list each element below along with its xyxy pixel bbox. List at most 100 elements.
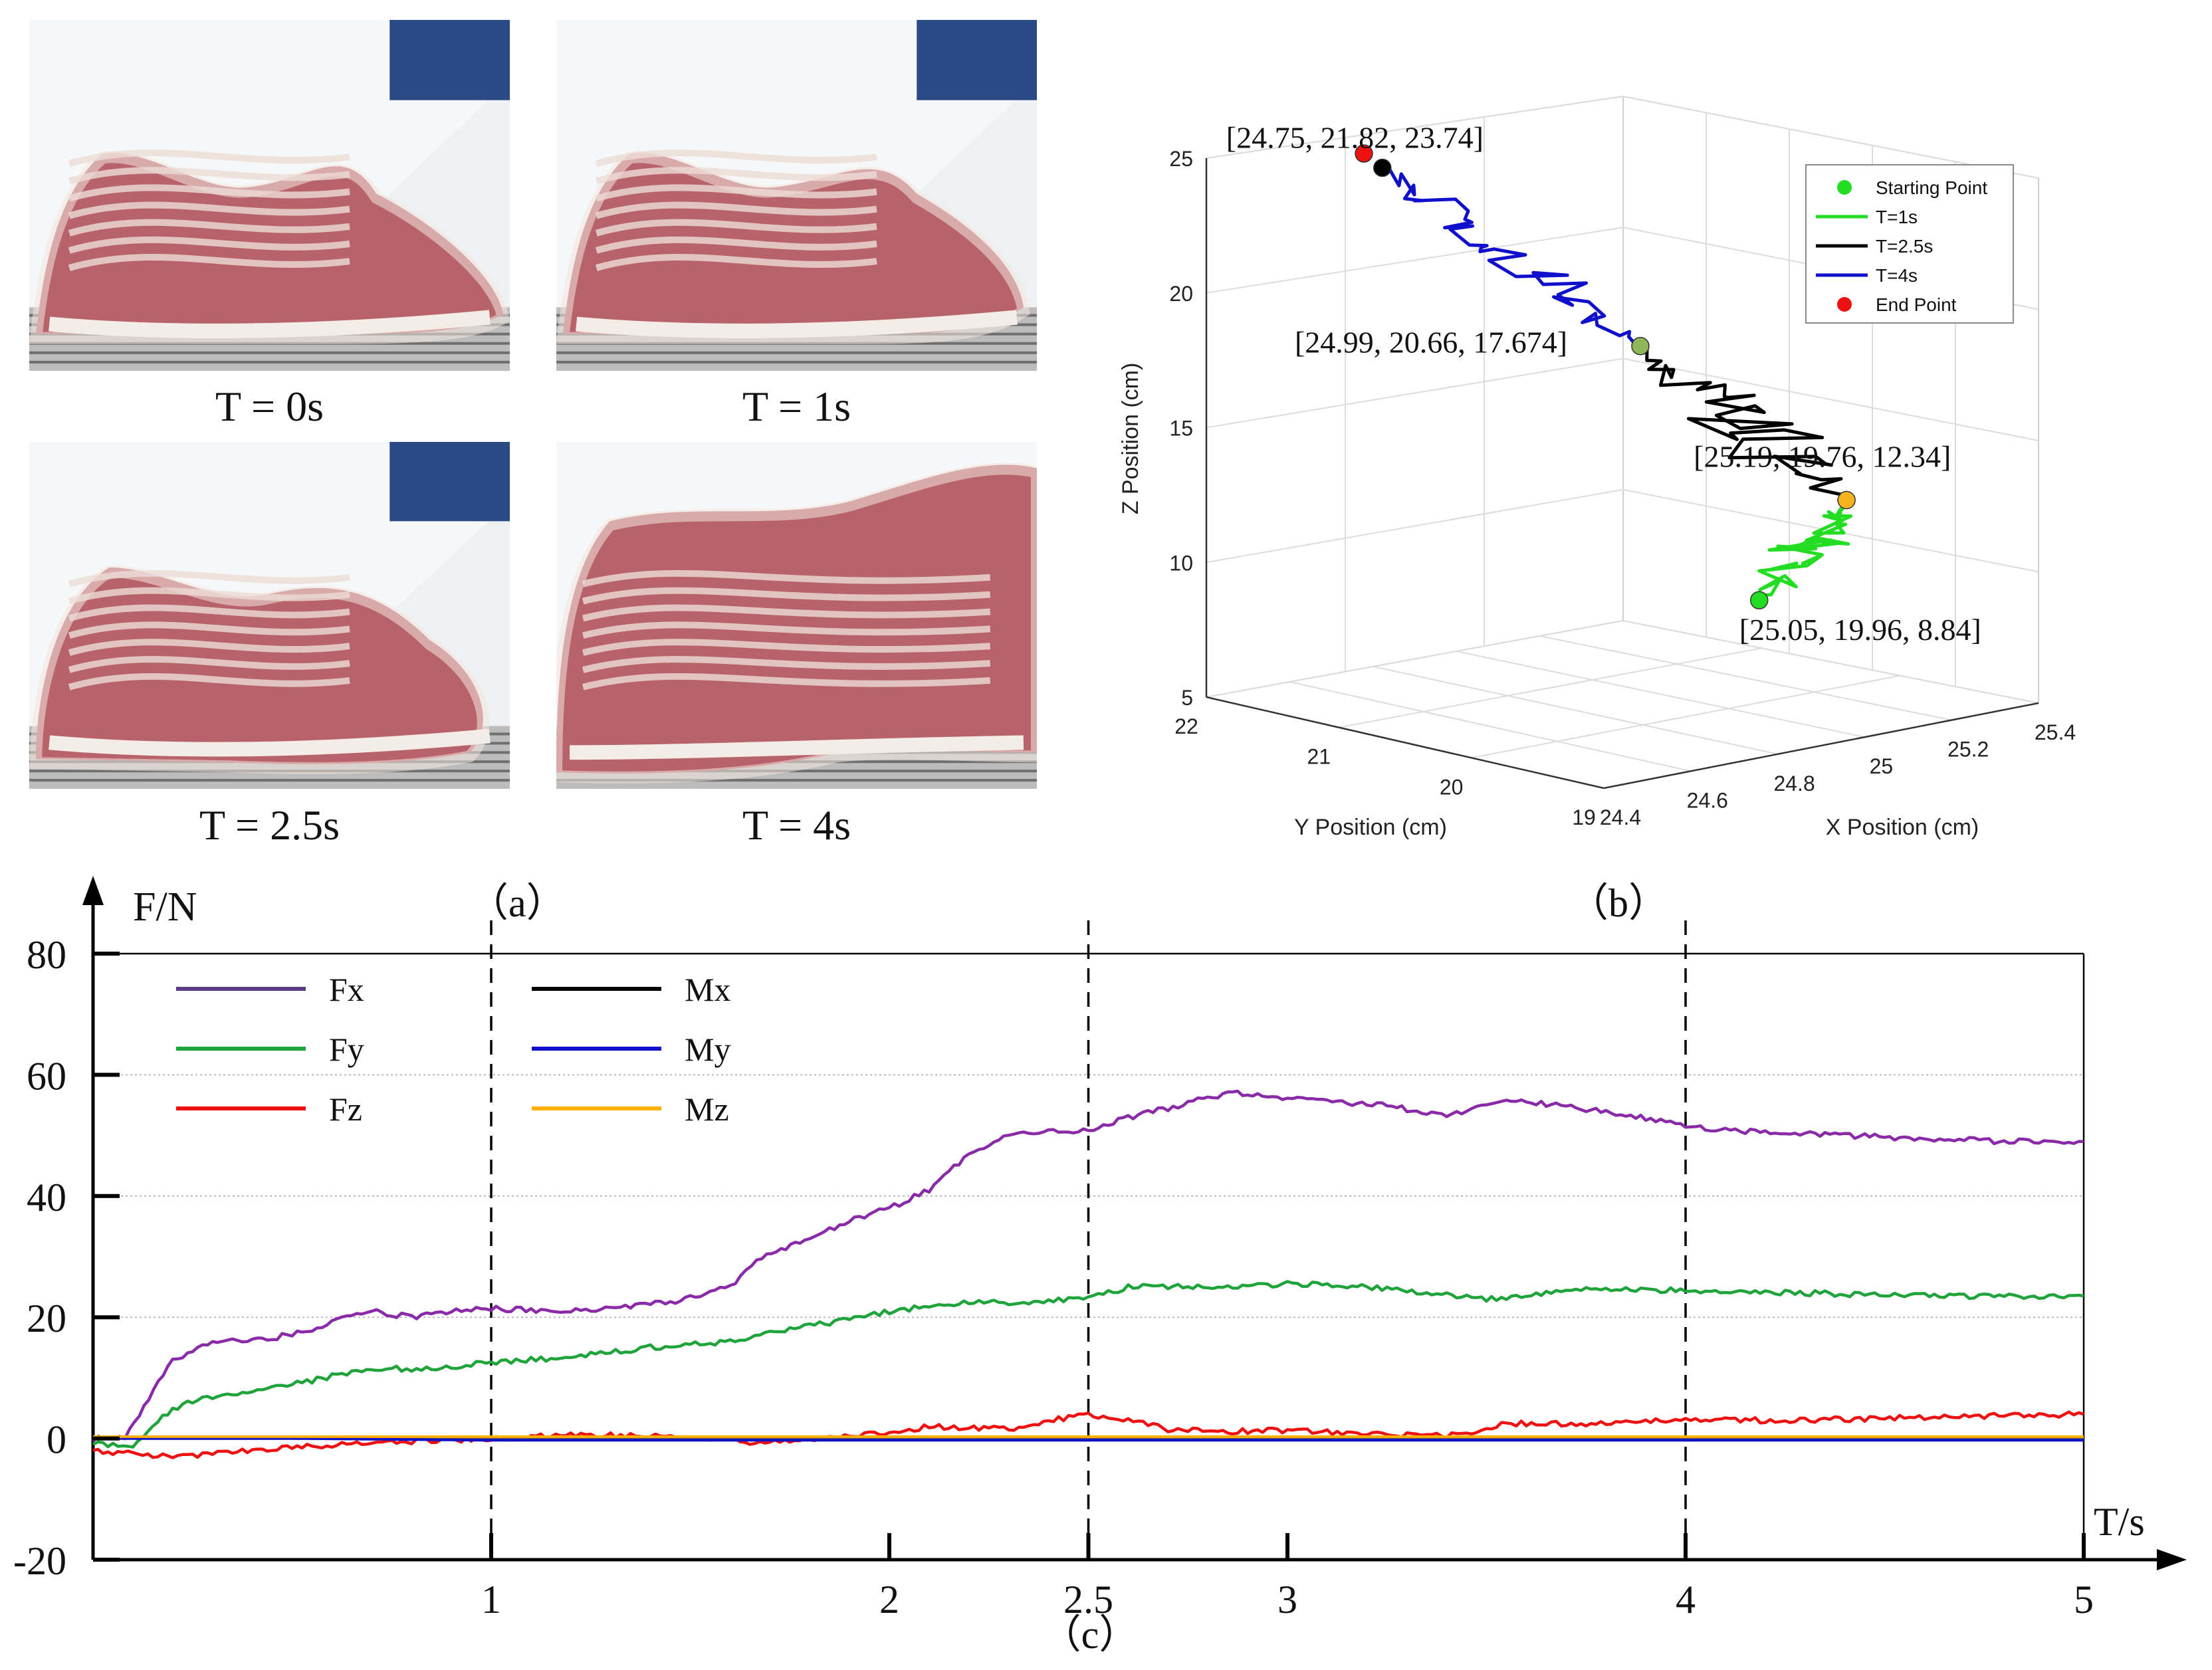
x-tick-label: 3	[1277, 1578, 1297, 1621]
legend-3d: Starting Point T=1s T=2.5s T=4s End Point	[1805, 164, 2014, 324]
meat-rib-stripe	[68, 201, 350, 219]
meat-rib-stripe	[595, 184, 877, 202]
meat-rib-stripe	[582, 570, 991, 587]
photo-t0	[29, 20, 510, 371]
trajectory-point-p1	[1837, 490, 1856, 510]
photo-machine-panel	[389, 20, 510, 100]
y-axis-label: Y Position (cm)	[1294, 815, 1447, 840]
y-tick-label: 19	[1572, 805, 1596, 829]
legend-3d-label: Starting Point	[1876, 177, 1987, 198]
meat-rib-stripe	[595, 236, 877, 254]
series-line-fy	[92, 1280, 2084, 1449]
chart-gridlines	[93, 1074, 2084, 1318]
trajectory-lines	[1382, 164, 1853, 602]
meat-fat-layer	[49, 728, 491, 757]
meat-rib-stripe	[595, 201, 877, 219]
series-line-my	[93, 1437, 2084, 1442]
floor-gridline	[1339, 647, 1762, 728]
chart-legend: Fx Fy Fz Mx My Mz	[176, 971, 730, 1128]
photo-caption-t0: T = 0s	[215, 383, 324, 430]
meat-rib-stripe	[595, 254, 877, 271]
meat-rib-stripe	[68, 254, 350, 271]
force-time-chart: -20 0 20 40 60 80 1 2 2.5 3 4 5 Fx Fy Fz Mx My Mz F/N T/…	[13, 876, 2187, 1657]
trajectory-point-p2	[1631, 336, 1650, 356]
legend-label-mz: Mz	[685, 1091, 729, 1128]
y-tick-label: 21	[1307, 745, 1331, 769]
y-tick-label: 20	[1440, 775, 1464, 799]
photo-caption-t2-5: T = 2.5s	[199, 801, 340, 849]
series-line-fx	[92, 1089, 2084, 1443]
photo-caption-t1: T = 1s	[742, 383, 851, 430]
legend-3d-marker	[1837, 180, 1852, 195]
photo-machine-panel	[917, 20, 1037, 100]
meat-fat-edge	[30, 565, 489, 774]
meat-rib-stripe	[582, 621, 991, 639]
legend-3d-label: End Point	[1876, 294, 1957, 315]
trajectory-point-labels: [25.05, 19.96, 8.84] [25.19, 19.76, 12.34…	[1226, 121, 1981, 647]
meat-rib-stripe	[68, 587, 350, 605]
meat-photo-illustration	[29, 442, 510, 789]
trajectory-point-end	[1355, 144, 1373, 163]
x-axis-title: T/s	[2094, 1500, 2145, 1544]
trajectory-point-label-p2: [24.99, 20.66, 17.674]	[1295, 326, 1567, 360]
trajectory-point-label-p1: [25.19, 19.76, 12.34]	[1694, 440, 1951, 474]
legend-3d-marker	[1837, 297, 1852, 312]
y-tick-label: -20	[13, 1539, 66, 1583]
y-tick-label: 0	[47, 1418, 66, 1462]
x-tick-label: 2	[879, 1578, 899, 1621]
meat-rib-stripe	[68, 236, 350, 254]
meat-rib-stripe	[68, 570, 350, 587]
meat-photo-illustration	[29, 20, 510, 371]
meat-rib-stripe	[582, 639, 991, 657]
meat-photo-illustration	[556, 442, 1037, 789]
panel-b-label: （b）	[1569, 881, 1668, 925]
photo-conveyor-slat	[556, 360, 1037, 364]
y-axis-line	[1206, 696, 1604, 789]
x-tick-label: 25.2	[1947, 738, 1989, 762]
chart-frame	[82, 876, 2187, 1570]
meat-rib-stripe	[68, 167, 350, 185]
y-tick-label: 20	[27, 1297, 66, 1340]
y-axis-title: F/N	[133, 885, 197, 930]
floor-gridline	[1289, 681, 1692, 772]
x-axis-label: X Position (cm)	[1826, 815, 1979, 840]
trajectory-line-t1s	[1757, 492, 1853, 602]
trajectory-points	[1355, 144, 1856, 609]
photo-conveyor-slat	[29, 779, 510, 782]
photo-t4	[556, 442, 1037, 789]
meat-rib-stripe	[582, 604, 991, 622]
meat-rib-stripe	[68, 219, 350, 237]
z-tick-label: 15	[1169, 417, 1193, 441]
trajectory-point-label-start: [25.05, 19.96, 8.84]	[1739, 613, 1981, 647]
trajectory-line-t4s	[1382, 164, 1641, 348]
meat-rib-stripe	[582, 673, 991, 690]
legend-3d-label: T=4s	[1876, 265, 1918, 286]
x-tick-label: 24.6	[1687, 788, 1728, 812]
x-tick-label: 5	[2074, 1578, 2094, 1621]
legend-label-my: My	[685, 1031, 730, 1068]
meat-photo-illustration	[556, 20, 1037, 371]
chart-ticks: -20 0 20 40 60 80 1 2 2.5 3 4 5	[13, 933, 2094, 1621]
trajectory-point-p3	[1373, 158, 1392, 177]
meat-rib-stripe	[68, 150, 350, 167]
x-tick-label: 4	[1676, 1578, 1696, 1621]
photo-conveyor-slat	[29, 360, 510, 364]
photo-conveyor-slat	[556, 351, 1037, 354]
z-tick-label: 20	[1169, 282, 1193, 306]
floor-gridline	[1471, 675, 1900, 759]
trajectory-point-start	[1749, 591, 1769, 609]
meat-rib-stripe	[68, 621, 350, 639]
photo-caption-t4: T = 4s	[742, 801, 851, 849]
x-tick-label: 2.5	[1063, 1578, 1113, 1621]
x-axis-arrow	[2157, 1549, 2187, 1570]
x-axis-line	[1603, 702, 2039, 789]
x-tick-label: 24.8	[1773, 772, 1815, 795]
axes-3d-ticks: 5 10 15 20 25 22 21 20 19 24.4 24.6 24.8 25 25.2 25.4	[1169, 147, 2076, 829]
photo-conveyor-slat	[29, 351, 510, 354]
y-tick-label: 22	[1174, 714, 1198, 738]
panel-a-label: （a）	[469, 881, 566, 925]
photo-t2-5	[29, 442, 510, 789]
meat-rib-stripe	[68, 184, 350, 202]
meat-rib-stripe	[68, 673, 350, 690]
